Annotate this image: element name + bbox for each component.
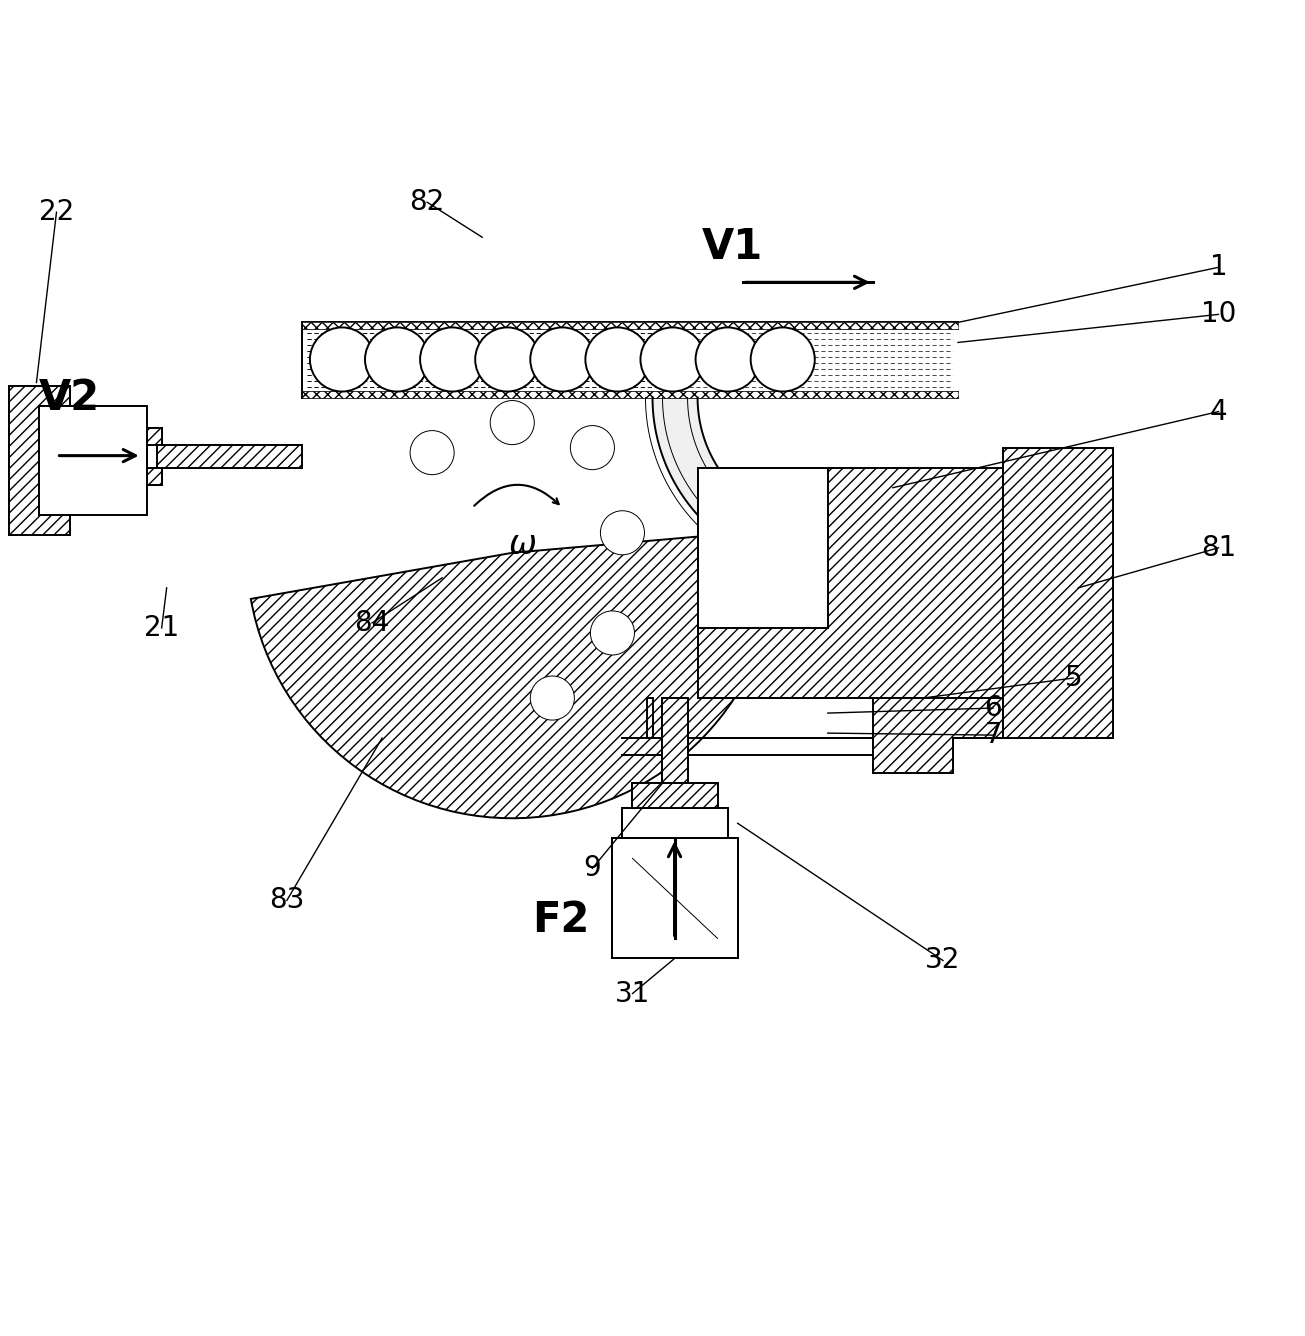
Polygon shape — [146, 428, 162, 445]
Circle shape — [570, 426, 615, 470]
Polygon shape — [698, 468, 1023, 697]
Circle shape — [696, 327, 760, 391]
Text: 32: 32 — [925, 946, 960, 974]
Text: 22: 22 — [39, 198, 74, 226]
Text: 7: 7 — [984, 721, 1002, 749]
Text: 81: 81 — [1201, 534, 1236, 562]
Text: 5: 5 — [1065, 664, 1082, 692]
Text: 9: 9 — [583, 854, 602, 882]
Polygon shape — [873, 697, 1004, 774]
Text: 21: 21 — [144, 615, 179, 641]
Text: 31: 31 — [615, 979, 650, 1007]
Text: 84: 84 — [355, 609, 390, 637]
Polygon shape — [301, 390, 958, 398]
Text: F2: F2 — [531, 899, 589, 942]
Polygon shape — [698, 468, 827, 628]
Circle shape — [586, 327, 650, 391]
Polygon shape — [301, 322, 958, 330]
Circle shape — [750, 327, 814, 391]
Polygon shape — [662, 697, 688, 783]
Polygon shape — [157, 445, 301, 468]
Polygon shape — [647, 697, 652, 737]
Circle shape — [600, 510, 645, 554]
Polygon shape — [39, 406, 146, 514]
Polygon shape — [612, 838, 737, 958]
Text: 83: 83 — [269, 886, 304, 914]
Text: $\omega$: $\omega$ — [508, 528, 536, 561]
Circle shape — [590, 611, 634, 655]
Circle shape — [365, 327, 429, 391]
Circle shape — [530, 327, 594, 391]
Text: 1: 1 — [1210, 254, 1227, 282]
Polygon shape — [9, 386, 69, 534]
Circle shape — [420, 327, 484, 391]
Circle shape — [491, 401, 534, 445]
Circle shape — [410, 430, 454, 474]
Circle shape — [641, 327, 705, 391]
Circle shape — [530, 676, 574, 720]
Text: 6: 6 — [984, 695, 1002, 721]
Polygon shape — [622, 808, 728, 838]
Circle shape — [309, 327, 375, 391]
Text: V1: V1 — [702, 226, 763, 269]
Text: 82: 82 — [410, 188, 445, 216]
Text: 4: 4 — [1210, 398, 1227, 426]
Wedge shape — [251, 529, 778, 818]
Text: V2: V2 — [39, 377, 100, 418]
Text: 10: 10 — [1201, 301, 1236, 329]
Polygon shape — [652, 398, 827, 573]
Polygon shape — [633, 783, 718, 808]
Polygon shape — [146, 468, 162, 485]
Circle shape — [475, 327, 539, 391]
Polygon shape — [1004, 448, 1113, 737]
